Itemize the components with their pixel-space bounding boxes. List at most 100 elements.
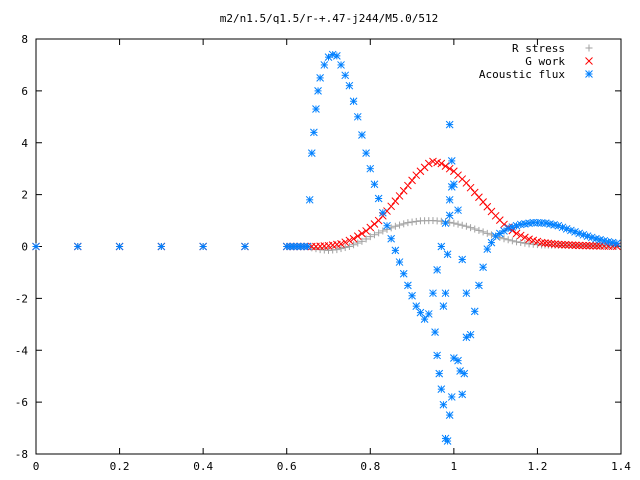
data-point [408, 218, 416, 226]
data-point [328, 50, 337, 59]
y-tick-label: -8 [15, 448, 28, 461]
data-point [429, 289, 437, 298]
data-point [320, 61, 329, 69]
data-point [316, 74, 324, 82]
data-point [564, 241, 573, 249]
data-point [349, 234, 358, 243]
data-point [353, 112, 362, 121]
data-point [115, 242, 124, 251]
data-point [362, 227, 370, 235]
x-tick-label: 1 [451, 460, 458, 473]
data-point [471, 225, 479, 233]
data-point [483, 229, 491, 237]
data-point [445, 195, 454, 204]
data-point [592, 242, 601, 250]
data-point [366, 164, 375, 173]
data-point [479, 263, 487, 272]
data-point [445, 120, 454, 129]
data-point [391, 197, 400, 205]
data-point [582, 241, 591, 250]
data-point [568, 241, 577, 249]
data-point [447, 182, 456, 191]
data-point [544, 239, 553, 248]
data-point [354, 239, 362, 247]
y-tick-label: -6 [15, 396, 28, 409]
data-point [443, 250, 452, 259]
data-point [554, 221, 563, 230]
data-point [516, 220, 525, 229]
data-point [467, 224, 475, 232]
data-point [433, 265, 441, 274]
data-point [458, 221, 466, 229]
data-point [460, 369, 469, 378]
data-marks [32, 50, 621, 445]
data-point [445, 411, 454, 419]
data-point [433, 351, 441, 360]
data-point [537, 238, 546, 247]
data-point [408, 176, 416, 185]
data-point [521, 239, 529, 247]
data-point [412, 302, 421, 311]
data-point [551, 240, 559, 248]
data-point [310, 128, 318, 137]
legend-marker [585, 70, 593, 78]
x-tick-label: 1.4 [611, 460, 631, 473]
data-point [470, 307, 479, 316]
data-point [387, 202, 396, 211]
data-point [557, 240, 566, 249]
y-tick-label: 0 [21, 241, 28, 254]
data-point [396, 221, 404, 229]
data-point [32, 242, 40, 251]
data-point [441, 289, 450, 298]
data-point [445, 164, 454, 173]
legend-label: R stress [512, 42, 565, 55]
data-point [454, 220, 462, 228]
data-point [462, 333, 471, 342]
data-point [521, 233, 529, 242]
data-point [400, 220, 408, 228]
data-point [504, 236, 512, 244]
legend-marker [585, 57, 593, 65]
data-point [362, 149, 370, 157]
data-point [517, 239, 525, 247]
data-point [404, 281, 412, 290]
data-point [387, 234, 396, 243]
data-point [383, 221, 391, 230]
data-point [445, 211, 454, 220]
data-point [561, 240, 570, 249]
data-point [454, 356, 462, 365]
data-point [437, 385, 446, 394]
data-point [575, 241, 584, 250]
chart-title: m2/n1.5/q1.5/r-+.47-j244/M5.0/512 [220, 12, 439, 25]
data-point [441, 162, 450, 170]
data-point [395, 258, 404, 266]
data-point [358, 131, 366, 139]
data-point [404, 219, 412, 227]
data-point [483, 245, 492, 253]
data-point [391, 246, 400, 255]
data-point [241, 242, 249, 251]
data-point [424, 310, 433, 318]
data-point [500, 235, 508, 243]
data-point [378, 208, 387, 217]
data-point [350, 241, 358, 249]
data-point [450, 354, 458, 362]
legend-label: G work [525, 55, 565, 68]
data-point [420, 315, 429, 323]
data-point [579, 230, 588, 239]
data-point [447, 157, 456, 165]
data-point [199, 242, 207, 251]
data-point [337, 61, 345, 69]
data-point [479, 228, 487, 236]
data-point [408, 291, 416, 300]
y-tick-label: 8 [21, 33, 28, 46]
data-point [462, 289, 471, 298]
data-point [362, 235, 370, 243]
y-tick-label: 2 [21, 189, 28, 202]
data-point [508, 237, 516, 245]
data-point [358, 237, 366, 245]
data-point [424, 159, 433, 168]
data-point [458, 255, 467, 264]
data-point [73, 242, 82, 251]
x-tick-label: 1.2 [527, 460, 547, 473]
